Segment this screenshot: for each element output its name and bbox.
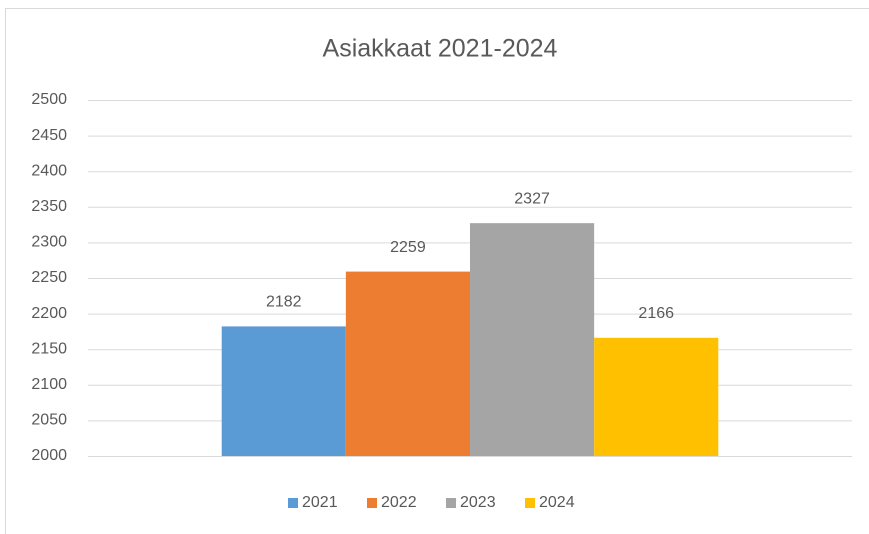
legend-swatch [288,498,298,508]
y-tick-label: 2200 [31,305,67,322]
bar [221,326,346,456]
y-tick-label: 2000 [31,447,67,464]
bar [470,223,595,456]
bar [594,337,719,456]
legend-swatch [525,498,535,508]
data-label: 2327 [514,190,550,207]
y-tick-label: 2350 [31,198,67,215]
y-tick-label: 2050 [31,412,67,429]
legend-swatch [446,498,456,508]
y-tick-label: 2450 [31,127,67,144]
legend-label: 2021 [302,494,338,511]
y-tick-label: 2150 [31,340,67,357]
y-tick-label: 2500 [31,91,67,108]
legend-label: 2024 [539,494,575,511]
legend-label: 2022 [381,494,417,511]
legend-swatch [367,498,377,508]
y-tick-label: 2100 [31,376,67,393]
y-tick-label: 2250 [31,269,67,286]
y-tick-label: 2400 [31,162,67,179]
data-label: 2166 [638,305,674,322]
chart-title: Asiakkaat 2021-2024 [323,35,558,63]
legend-label: 2023 [460,494,496,511]
data-label: 2182 [266,294,302,311]
bar [345,271,470,456]
y-tick-label: 2300 [31,234,67,251]
data-label: 2259 [390,239,426,256]
